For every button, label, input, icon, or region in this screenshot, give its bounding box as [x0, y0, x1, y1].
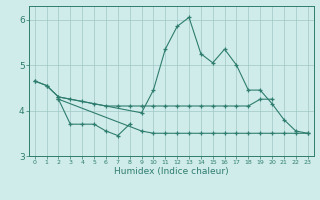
X-axis label: Humidex (Indice chaleur): Humidex (Indice chaleur): [114, 167, 228, 176]
